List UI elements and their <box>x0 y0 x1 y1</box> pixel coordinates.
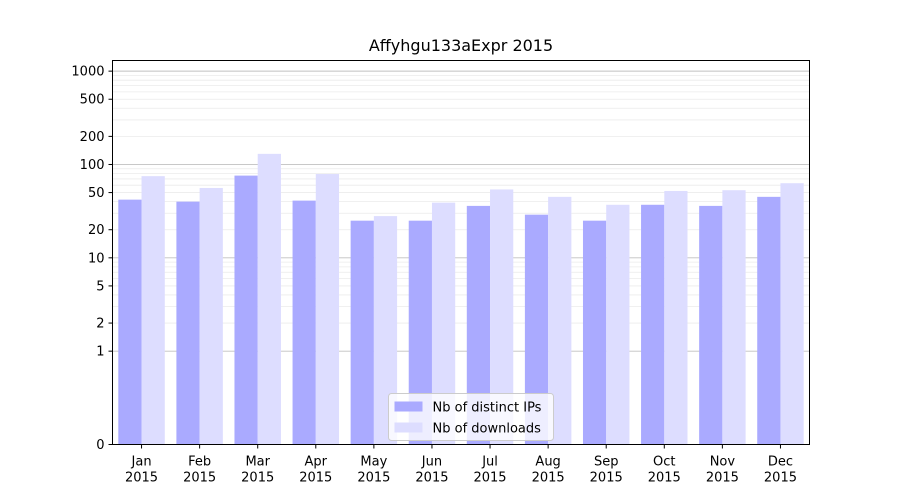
bar-downloads <box>431 202 456 445</box>
x-tick-label: Oct 2015 <box>648 455 681 486</box>
bar-distinct-ips <box>292 200 316 445</box>
chart-title: Affyhgu133aExpr 2015 <box>369 36 553 55</box>
x-tick-label: Jan 2015 <box>125 455 158 486</box>
bar-downloads <box>606 204 630 445</box>
bar-downloads <box>373 216 398 445</box>
y-axis: 0 1 2 5 10 20 50 100 200 500 1000 <box>71 65 113 453</box>
x-tick-label: Jul 2015 <box>473 455 506 486</box>
bar-downloads <box>490 189 514 445</box>
bar-distinct-ips <box>757 196 781 445</box>
bar-distinct-ips <box>118 199 142 445</box>
bar-distinct-ips <box>234 175 258 445</box>
plot-frame <box>112 60 810 445</box>
bar-downloads <box>780 183 804 445</box>
bar-distinct-ips <box>350 220 374 445</box>
legend-swatch <box>394 422 423 433</box>
bar-downloads <box>722 190 746 445</box>
y-tick-label: 100 <box>80 158 105 173</box>
x-tick-label: Apr 2015 <box>299 455 332 486</box>
bar-distinct-ips <box>524 214 549 445</box>
x-tick-label: Jun 2015 <box>415 455 448 486</box>
legend-box <box>388 393 554 441</box>
x-tick-label: May 2015 <box>357 455 390 486</box>
legend-label: Nb of downloads <box>433 422 542 437</box>
y-tick-label: 500 <box>80 93 105 108</box>
y-tick-label: 20 <box>88 223 105 238</box>
bar-distinct-ips <box>699 205 723 445</box>
legend: Nb of distinct IPs Nb of downloads <box>388 393 554 441</box>
bar-downloads <box>141 176 165 445</box>
y-tick-label: 2 <box>96 317 104 332</box>
bar-distinct-ips <box>466 205 491 445</box>
x-tick-label: Aug 2015 <box>532 455 565 486</box>
grid-lines <box>112 70 810 352</box>
y-tick-label: 10 <box>88 251 105 266</box>
y-tick-label: 1000 <box>71 65 104 80</box>
bar-downloads <box>664 190 688 445</box>
bar-distinct-ips <box>176 201 200 445</box>
x-tick-label: Feb 2015 <box>183 455 216 486</box>
legend-swatch <box>394 401 423 412</box>
bar-downloads <box>548 196 572 445</box>
bar-downloads <box>257 153 281 445</box>
x-tick-label: Mar 2015 <box>241 455 274 486</box>
x-tick-label: Nov 2015 <box>706 455 739 486</box>
x-axis: Jan 2015 Feb 2015 Mar 2015 Apr 2015 May 2015 Jun 20… <box>125 444 797 486</box>
y-tick-label: 0 <box>96 438 104 453</box>
y-tick-label: 200 <box>80 130 105 145</box>
bar-downloads <box>315 174 340 445</box>
x-tick-label: Dec 2015 <box>764 455 797 486</box>
legend-label: Nb of distinct IPs <box>433 401 542 416</box>
bars <box>118 153 804 445</box>
bar-distinct-ips <box>641 204 665 445</box>
bar-distinct-ips <box>408 220 432 445</box>
bar-distinct-ips <box>582 220 607 445</box>
bar-downloads <box>199 187 223 445</box>
y-tick-label: 1 <box>96 345 104 360</box>
y-tick-label: 50 <box>88 186 105 201</box>
y-tick-label: 5 <box>96 279 104 294</box>
x-tick-label: Sep 2015 <box>590 455 623 486</box>
